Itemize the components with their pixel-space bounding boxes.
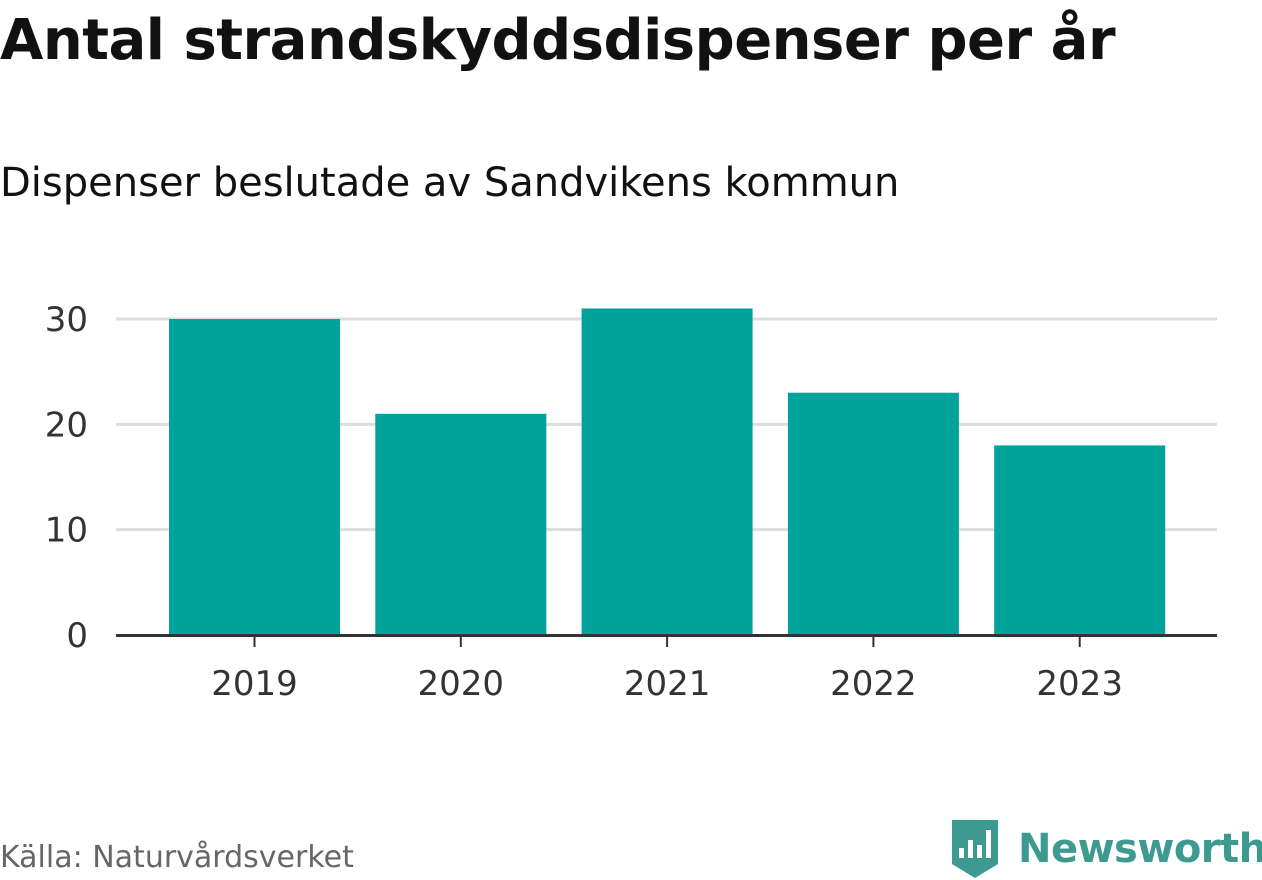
y-tick-label: 20	[45, 405, 88, 445]
x-tick-label: 2023	[1036, 664, 1123, 704]
bar-2019	[169, 319, 340, 635]
bar-2022	[787, 392, 959, 635]
brand-logo: Newsworthy	[950, 818, 1262, 880]
x-tick-label: 2022	[830, 664, 917, 704]
bar-2020	[375, 413, 547, 635]
chart-subtitle: Dispenser beslutade av Sandvikens kommun	[0, 160, 900, 206]
y-tick-label: 0	[66, 616, 88, 656]
brand-name: Newsworthy	[1018, 826, 1262, 872]
tick-labels: 0 10 20 30 2019 2020 2021 2022 2023	[45, 300, 1123, 704]
bar-2021	[581, 308, 753, 635]
chart-title: Antal strandskyddsdispenser per år	[0, 8, 1116, 73]
bar-2023	[994, 445, 1166, 635]
source-note: Källa: Naturvårdsverket	[0, 840, 354, 875]
x-tick-label: 2019	[211, 664, 298, 704]
bar-chart: 0 10 20 30 2019 2020 2021 2022 2023	[45, 300, 1217, 704]
x-tick-label: 2020	[418, 664, 505, 704]
y-tick-label: 30	[45, 300, 88, 340]
y-tick-label: 10	[45, 511, 88, 551]
x-tick-label: 2021	[624, 664, 711, 704]
x-axis	[116, 634, 1217, 647]
bar-chart-flag-icon	[952, 820, 998, 878]
bars	[169, 308, 1166, 635]
